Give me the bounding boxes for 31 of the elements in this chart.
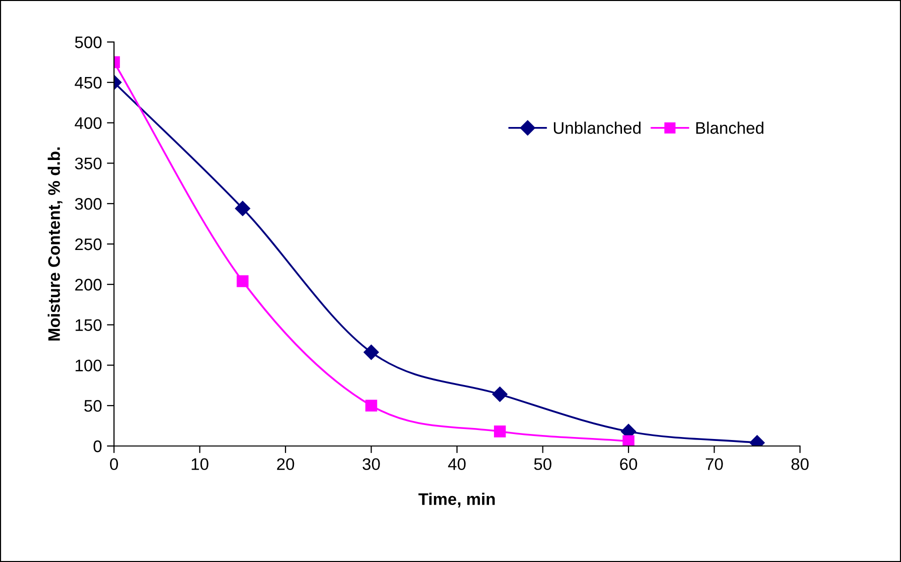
legend-label: Blanched (696, 122, 764, 134)
y-tick-label: 250 (75, 238, 102, 250)
y-tick-label: 500 (75, 36, 102, 48)
point (494, 426, 506, 438)
x-tick-label: 0 (110, 458, 118, 470)
y-tick-label: 150 (76, 319, 102, 332)
point (236, 275, 249, 288)
y-tick-label: 350 (75, 158, 102, 170)
point (622, 435, 634, 446)
y-tick-label: 100 (76, 360, 102, 372)
x-tick-label: 40 (448, 458, 466, 470)
x-tick-label: 70 (706, 458, 723, 470)
x-tick-label: 20 (277, 458, 294, 470)
legend-label: Unblanched (554, 122, 641, 134)
x-tick-label: 60 (620, 458, 638, 470)
x-tick-label: 80 (791, 458, 809, 470)
point (364, 344, 379, 360)
y-tick-label: 0 (94, 440, 102, 452)
y-tick-label: 450 (74, 76, 102, 89)
y-tick-label: 200 (75, 278, 102, 291)
y-tick-label: 400 (74, 117, 102, 130)
y-tick-label: 50 (84, 400, 102, 412)
point (492, 386, 508, 402)
point (365, 400, 378, 412)
y-tick-label: 300 (75, 198, 102, 210)
x-tick-label: 50 (534, 458, 552, 470)
x-axis-title: Time, min (418, 492, 495, 508)
x-tick-label: 10 (192, 458, 208, 470)
x-tick-label: 30 (362, 458, 380, 470)
point (235, 200, 250, 216)
y-axis-title: Moisture Content, % d.b. (48, 147, 62, 341)
